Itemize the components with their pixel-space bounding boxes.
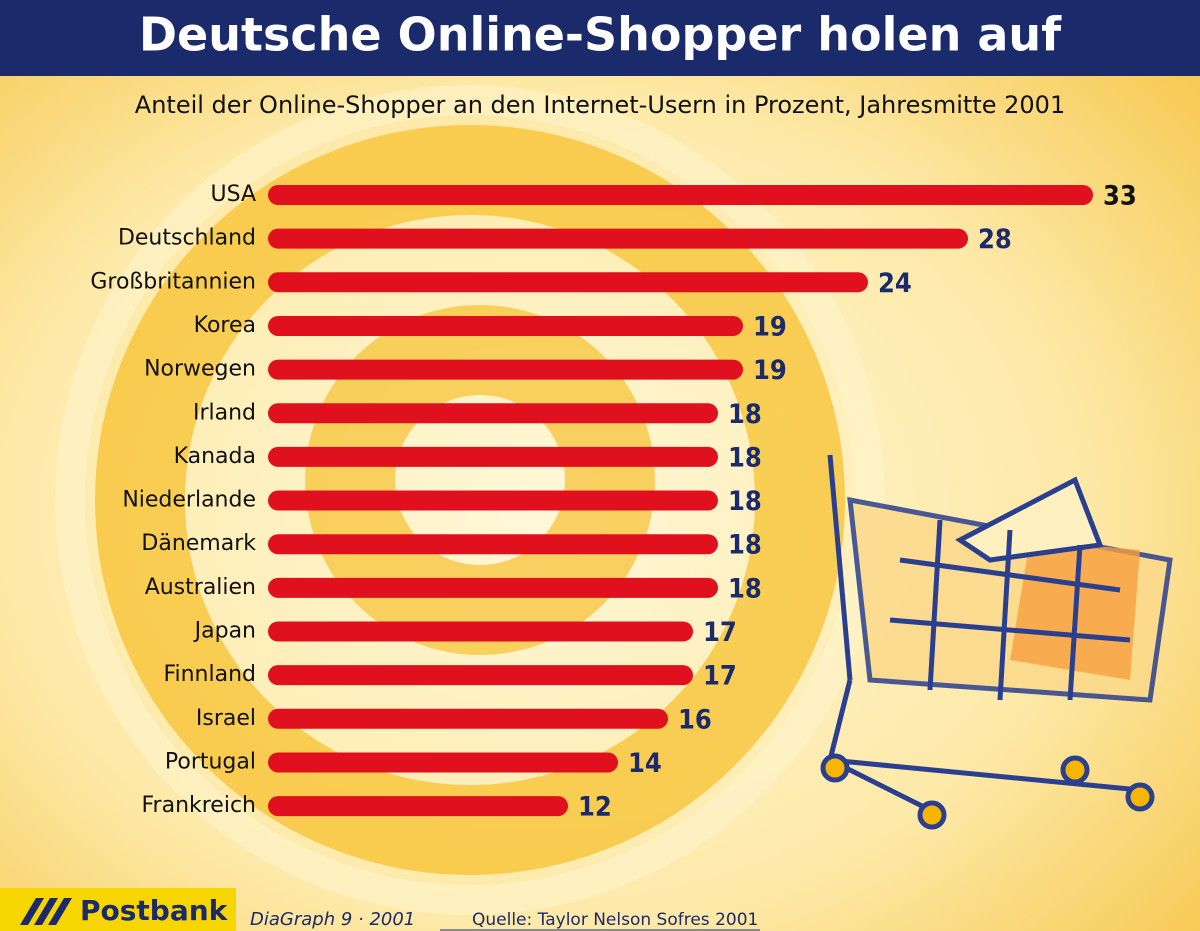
bar — [268, 796, 568, 817]
category-label: Norwegen — [144, 357, 256, 382]
bar — [268, 665, 693, 686]
at-sign-decoration — [55, 85, 885, 915]
credit: DiaGraph 9 · 2001 — [250, 909, 415, 930]
category-label: Großbritannien — [90, 269, 256, 294]
category-label: Niederlande — [122, 488, 256, 513]
bar — [268, 315, 743, 336]
bar — [268, 272, 868, 293]
category-label: Australien — [145, 575, 256, 600]
logo-icon — [20, 898, 72, 925]
category-label: Portugal — [165, 749, 256, 774]
value-label: 17 — [703, 661, 737, 692]
category-label: Kanada — [174, 444, 256, 469]
bar — [268, 359, 743, 380]
bar — [268, 490, 718, 511]
value-label: 28 — [978, 224, 1012, 255]
bar — [268, 534, 718, 555]
category-label: Irland — [193, 400, 256, 425]
bar — [268, 621, 693, 642]
value-label: 12 — [578, 792, 612, 823]
category-label: Finnland — [163, 662, 256, 687]
value-label: 18 — [728, 399, 762, 430]
category-label: Japan — [193, 619, 256, 644]
value-label: 19 — [753, 355, 787, 386]
source: Quelle: Taylor Nelson Sofres 2001 — [472, 910, 758, 930]
value-label: 14 — [628, 748, 662, 779]
title-bar — [0, 0, 1200, 76]
category-label: USA — [210, 182, 256, 207]
value-label: 24 — [878, 268, 912, 299]
chart-title: Deutsche Online-Shopper holen auf — [139, 8, 1062, 62]
bar — [268, 228, 968, 249]
shopping-cart — [820, 454, 1173, 830]
chart-subtitle: Anteil der Online-Shopper an den Interne… — [135, 91, 1065, 119]
bar — [268, 708, 668, 729]
value-label: 18 — [728, 573, 762, 604]
value-label: 18 — [728, 442, 762, 473]
logo-text: Postbank — [80, 894, 229, 927]
bar — [268, 446, 718, 467]
bar — [268, 577, 718, 598]
bar — [268, 185, 1093, 205]
value-label: 16 — [678, 704, 712, 735]
value-label: 19 — [753, 311, 787, 342]
value-label: 33 — [1103, 181, 1137, 212]
category-label: Dänemark — [141, 531, 256, 556]
value-label: 18 — [728, 530, 762, 561]
bar — [268, 752, 618, 773]
value-label: 17 — [703, 617, 737, 648]
category-label: Deutschland — [118, 226, 256, 251]
bar — [268, 403, 718, 424]
value-label: 18 — [728, 486, 762, 517]
category-label: Israel — [196, 706, 256, 731]
category-label: Frankreich — [141, 793, 256, 818]
category-label: Korea — [194, 313, 256, 338]
